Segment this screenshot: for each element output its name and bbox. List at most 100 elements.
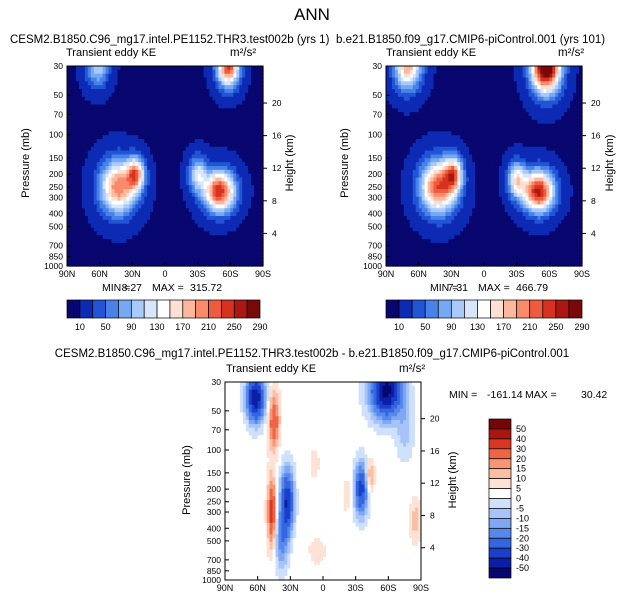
- contour-cell: [501, 119, 506, 125]
- contour-cell: [525, 104, 530, 109]
- contour-cell: [170, 258, 175, 263]
- contour-cell: [200, 258, 205, 263]
- contour-cell: [221, 85, 225, 90]
- contour-cell: [138, 92, 142, 98]
- contour-cell: [257, 177, 261, 182]
- contour-cell: [147, 66, 151, 71]
- contour-cell: [111, 219, 116, 225]
- contour-cell: [167, 96, 172, 102]
- contour-cell: [236, 73, 240, 79]
- contour-cell: [144, 262, 148, 267]
- contour-cell: [150, 131, 154, 136]
- contour-cell: [418, 92, 423, 98]
- contour-cell: [409, 85, 414, 90]
- contour-cell: [84, 150, 89, 156]
- contour-cell: [84, 162, 89, 167]
- contour-cell: [114, 135, 119, 140]
- contour-cell: [162, 104, 166, 109]
- contour-cell: [534, 81, 539, 86]
- contour-cell: [466, 81, 470, 86]
- contour-cell: [105, 119, 110, 125]
- contour-cell: [90, 189, 95, 194]
- contour-cell: [185, 85, 190, 90]
- contour-cell: [167, 169, 172, 175]
- contour-cell: [72, 242, 77, 248]
- contour-cell: [81, 139, 86, 144]
- contour-cell: [245, 185, 249, 190]
- contour-cell: [185, 123, 190, 129]
- contour-cell: [194, 127, 199, 132]
- contour-cell: [159, 166, 163, 171]
- contour-cell: [69, 116, 74, 121]
- contour-cell: [546, 139, 550, 144]
- contour-cell: [555, 135, 559, 140]
- contour-cell: [433, 104, 438, 109]
- contour-cell: [227, 216, 231, 221]
- contour-cell: [421, 142, 426, 148]
- contour-cell: [102, 254, 107, 259]
- contour-cell: [99, 239, 104, 244]
- contour-cell: [236, 192, 240, 198]
- contour-cell: [99, 204, 104, 209]
- contour-cell: [191, 108, 196, 113]
- contour-cell: [165, 127, 169, 132]
- contour-cell: [239, 69, 243, 75]
- contour-cell: [549, 139, 553, 144]
- contour-cell: [203, 200, 208, 206]
- contour-cell: [200, 231, 205, 236]
- contour-cell: [188, 66, 193, 71]
- contour-cell: [215, 69, 220, 75]
- contour-cell: [141, 192, 145, 198]
- contour-cell: [558, 96, 562, 102]
- contour-cell: [224, 227, 228, 232]
- contour-cell: [421, 66, 426, 71]
- contour-cell: [185, 204, 190, 209]
- contour-cell: [498, 123, 503, 129]
- contour-cell: [469, 85, 473, 90]
- contour-cell: [167, 254, 172, 259]
- contour-cell: [182, 181, 187, 186]
- contour-cell: [147, 116, 151, 121]
- contour-cell: [513, 119, 518, 125]
- contour-cell: [555, 66, 559, 71]
- contour-cell: [167, 250, 172, 256]
- contour-cell: [138, 162, 142, 167]
- contour-cell: [424, 89, 429, 94]
- contour-cell: [525, 92, 530, 98]
- contour-cell: [254, 185, 258, 190]
- contour-cell: [197, 181, 202, 186]
- contour-cell: [197, 208, 202, 213]
- contour-cell: [251, 177, 255, 182]
- contour-cell: [424, 127, 429, 132]
- contour-cell: [203, 142, 208, 148]
- contour-cell: [138, 119, 142, 125]
- contour-cell: [96, 169, 101, 175]
- contour-cell: [197, 77, 202, 82]
- contour-cell: [132, 127, 136, 132]
- contour-cell: [516, 92, 521, 98]
- contour-cell: [197, 235, 202, 240]
- contour-cell: [185, 242, 190, 248]
- contour-cell: [388, 96, 393, 102]
- contour-cell: [448, 104, 452, 109]
- contour-cell: [430, 104, 435, 109]
- contour-cell: [227, 119, 231, 125]
- contour-cell: [111, 262, 116, 267]
- contour-cell: [159, 119, 163, 125]
- contour-cell: [224, 189, 228, 194]
- contour-cell: [260, 239, 264, 244]
- height-tick-label: 20: [272, 98, 282, 108]
- contour-cell: [233, 219, 237, 225]
- contour-cell: [418, 108, 423, 113]
- contour-cell: [141, 219, 145, 225]
- contour-cell: [245, 242, 249, 248]
- contour-cell: [448, 96, 452, 102]
- contour-cell: [212, 135, 217, 140]
- contour-cell: [388, 112, 393, 117]
- contour-cell: [439, 92, 444, 98]
- contour-cell: [144, 162, 148, 167]
- contour-cell: [260, 200, 264, 206]
- contour-cell: [162, 150, 166, 156]
- contour-cell: [93, 92, 98, 98]
- contour-cell: [173, 139, 178, 144]
